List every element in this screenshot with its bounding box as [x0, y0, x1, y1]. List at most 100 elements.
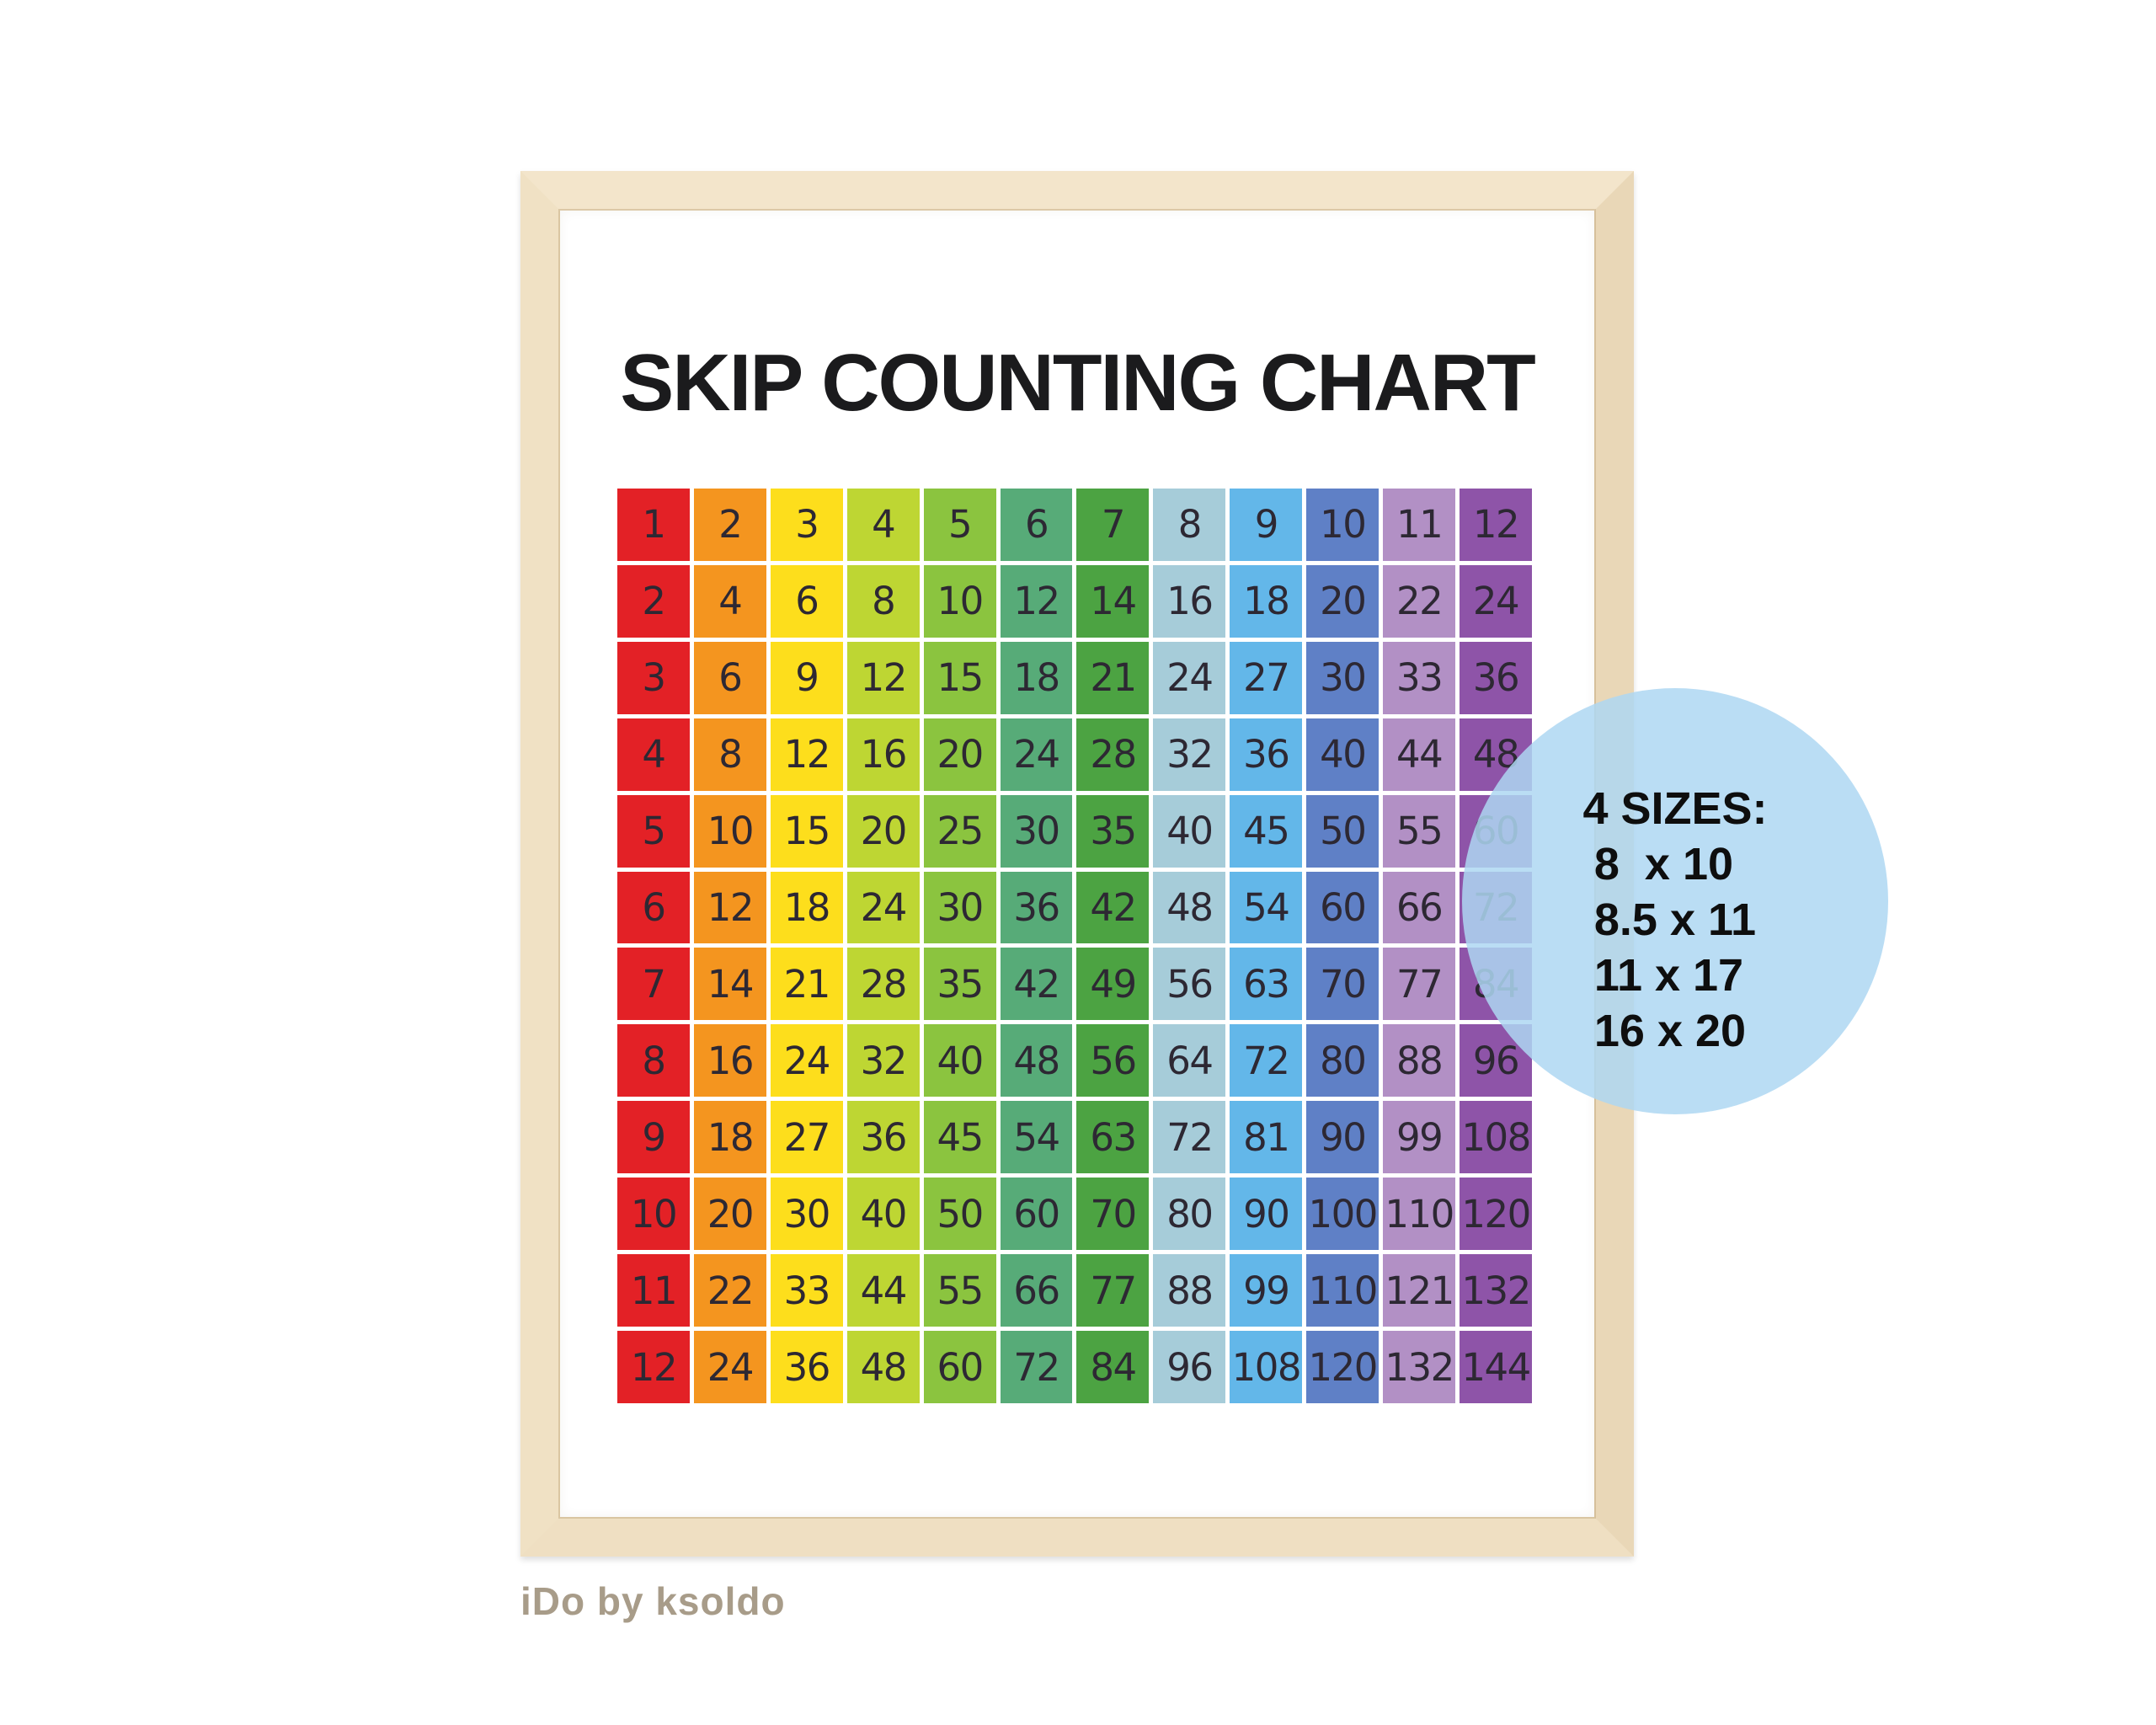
grid-cell: 144: [1460, 1331, 1532, 1403]
grid-cell: 40: [846, 1178, 920, 1251]
grid-cell: 88: [1153, 1254, 1226, 1327]
grid-cell: 88: [1383, 1024, 1456, 1097]
grid-cell: 54: [1230, 871, 1303, 944]
grid-cell: 33: [1383, 641, 1456, 714]
grid-cell: 1: [617, 489, 690, 561]
grid-cell: 11: [1383, 489, 1456, 561]
grid-cell: 90: [1306, 1101, 1380, 1174]
grid-cell: 90: [1230, 1178, 1303, 1251]
grid-cell: 49: [1076, 948, 1150, 1021]
grid-cell: 110: [1383, 1178, 1456, 1251]
grid-cell: 40: [1153, 794, 1226, 868]
grid-cell: 5: [617, 794, 690, 868]
grid-cell: 24: [770, 1024, 843, 1097]
grid-cell: 36: [770, 1331, 843, 1403]
sizes-badge-heading: 4 SIZES:: [1582, 783, 1768, 834]
grid-cell: 15: [770, 794, 843, 868]
grid-cell: 2: [617, 564, 690, 638]
grid-cell: 63: [1076, 1101, 1150, 1174]
grid-cell: 64: [1153, 1024, 1226, 1097]
grid-cell: 24: [1460, 564, 1532, 638]
grid-cell: 21: [1076, 641, 1150, 714]
grid-cell: 77: [1076, 1254, 1150, 1327]
grid-cell: 8: [846, 564, 920, 638]
grid-cell: 16: [1153, 564, 1226, 638]
grid-cell: 20: [846, 794, 920, 868]
grid-cell: 84: [1076, 1331, 1150, 1403]
sizes-badge-lines: 8 x 10 8.5 x 11 11 x 17 16 x 20: [1594, 836, 1756, 1059]
grid-cell: 120: [1306, 1331, 1380, 1403]
grid-cell: 22: [1383, 564, 1456, 638]
grid-cell: 55: [923, 1254, 996, 1327]
grid-cell: 6: [1000, 489, 1073, 561]
grid-cell: 50: [1306, 794, 1380, 868]
grid-cell: 44: [1383, 718, 1456, 791]
poster-paper: SKIP COUNTING CHART 1 2 3 4 5 6 7 8 9 10 11 12 2 4 6 8 1…: [560, 211, 1594, 1517]
grid-cell: 45: [923, 1101, 996, 1174]
grid-cell: 80: [1306, 1024, 1380, 1097]
sizes-badge: 4 SIZES: 8 x 10 8.5 x 11 11 x 17 16 x 20: [1462, 688, 1888, 1114]
grid-cell: 9: [770, 641, 843, 714]
grid-cell: 20: [923, 718, 996, 791]
grid-cell: 40: [1306, 718, 1380, 791]
grid-cell: 18: [693, 1101, 766, 1174]
grid-cell: 10: [617, 1178, 690, 1251]
grid-cell: 15: [923, 641, 996, 714]
grid-cell: 10: [693, 794, 766, 868]
grid-cell: 9: [617, 1101, 690, 1174]
grid-cell: 30: [1306, 641, 1380, 714]
grid-cell: 99: [1383, 1101, 1456, 1174]
grid-cell: 33: [770, 1254, 843, 1327]
skip-counting-grid: 1 2 3 4 5 6 7 8 9 10 11 12 2 4 6 8 10 12 14 16 18 20 22 24 3 6 9 12…: [617, 489, 1532, 1403]
grid-cell: 11: [617, 1254, 690, 1327]
grid-cell: 120: [1460, 1178, 1532, 1251]
grid-cell: 60: [1000, 1178, 1073, 1251]
grid-cell: 96: [1153, 1331, 1226, 1403]
grid-cell: 6: [693, 641, 766, 714]
grid-cell: 72: [1000, 1331, 1073, 1403]
grid-cell: 66: [1383, 871, 1456, 944]
grid-cell: 121: [1383, 1254, 1456, 1327]
grid-cell: 12: [846, 641, 920, 714]
grid-cell: 8: [617, 1024, 690, 1097]
grid-cell: 27: [1230, 641, 1303, 714]
grid-cell: 63: [1230, 948, 1303, 1021]
grid-cell: 30: [923, 871, 996, 944]
grid-cell: 10: [923, 564, 996, 638]
grid-cell: 72: [1230, 1024, 1303, 1097]
grid-cell: 60: [1306, 871, 1380, 944]
grid-cell: 10: [1306, 489, 1380, 561]
grid-cell: 16: [693, 1024, 766, 1097]
grid-cell: 36: [846, 1101, 920, 1174]
grid-cell: 66: [1000, 1254, 1073, 1327]
grid-cell: 12: [617, 1331, 690, 1403]
grid-cell: 3: [770, 489, 843, 561]
grid-cell: 21: [770, 948, 843, 1021]
poster-frame: SKIP COUNTING CHART 1 2 3 4 5 6 7 8 9 10 11 12 2 4 6 8 1…: [520, 171, 1634, 1557]
grid-cell: 56: [1076, 1024, 1150, 1097]
grid-cell: 132: [1383, 1331, 1456, 1403]
grid-cell: 72: [1153, 1101, 1226, 1174]
grid-cell: 18: [1230, 564, 1303, 638]
grid-cell: 25: [923, 794, 996, 868]
grid-cell: 18: [770, 871, 843, 944]
grid-cell: 48: [846, 1331, 920, 1403]
grid-cell: 50: [923, 1178, 996, 1251]
grid-cell: 12: [1460, 489, 1532, 561]
grid-cell: 80: [1153, 1178, 1226, 1251]
grid-cell: 42: [1000, 948, 1073, 1021]
grid-cell: 48: [1000, 1024, 1073, 1097]
grid-cell: 6: [770, 564, 843, 638]
grid-cell: 30: [1000, 794, 1073, 868]
grid-cell: 70: [1076, 1178, 1150, 1251]
grid-cell: 42: [1076, 871, 1150, 944]
grid-cell: 27: [770, 1101, 843, 1174]
poster-title: SKIP COUNTING CHART: [620, 338, 1536, 428]
grid-cell: 44: [846, 1254, 920, 1327]
grid-cell: 6: [617, 871, 690, 944]
grid-cell: 99: [1230, 1254, 1303, 1327]
grid-cell: 36: [1460, 641, 1532, 714]
grid-cell: 77: [1383, 948, 1456, 1021]
grid-cell: 48: [1153, 871, 1226, 944]
